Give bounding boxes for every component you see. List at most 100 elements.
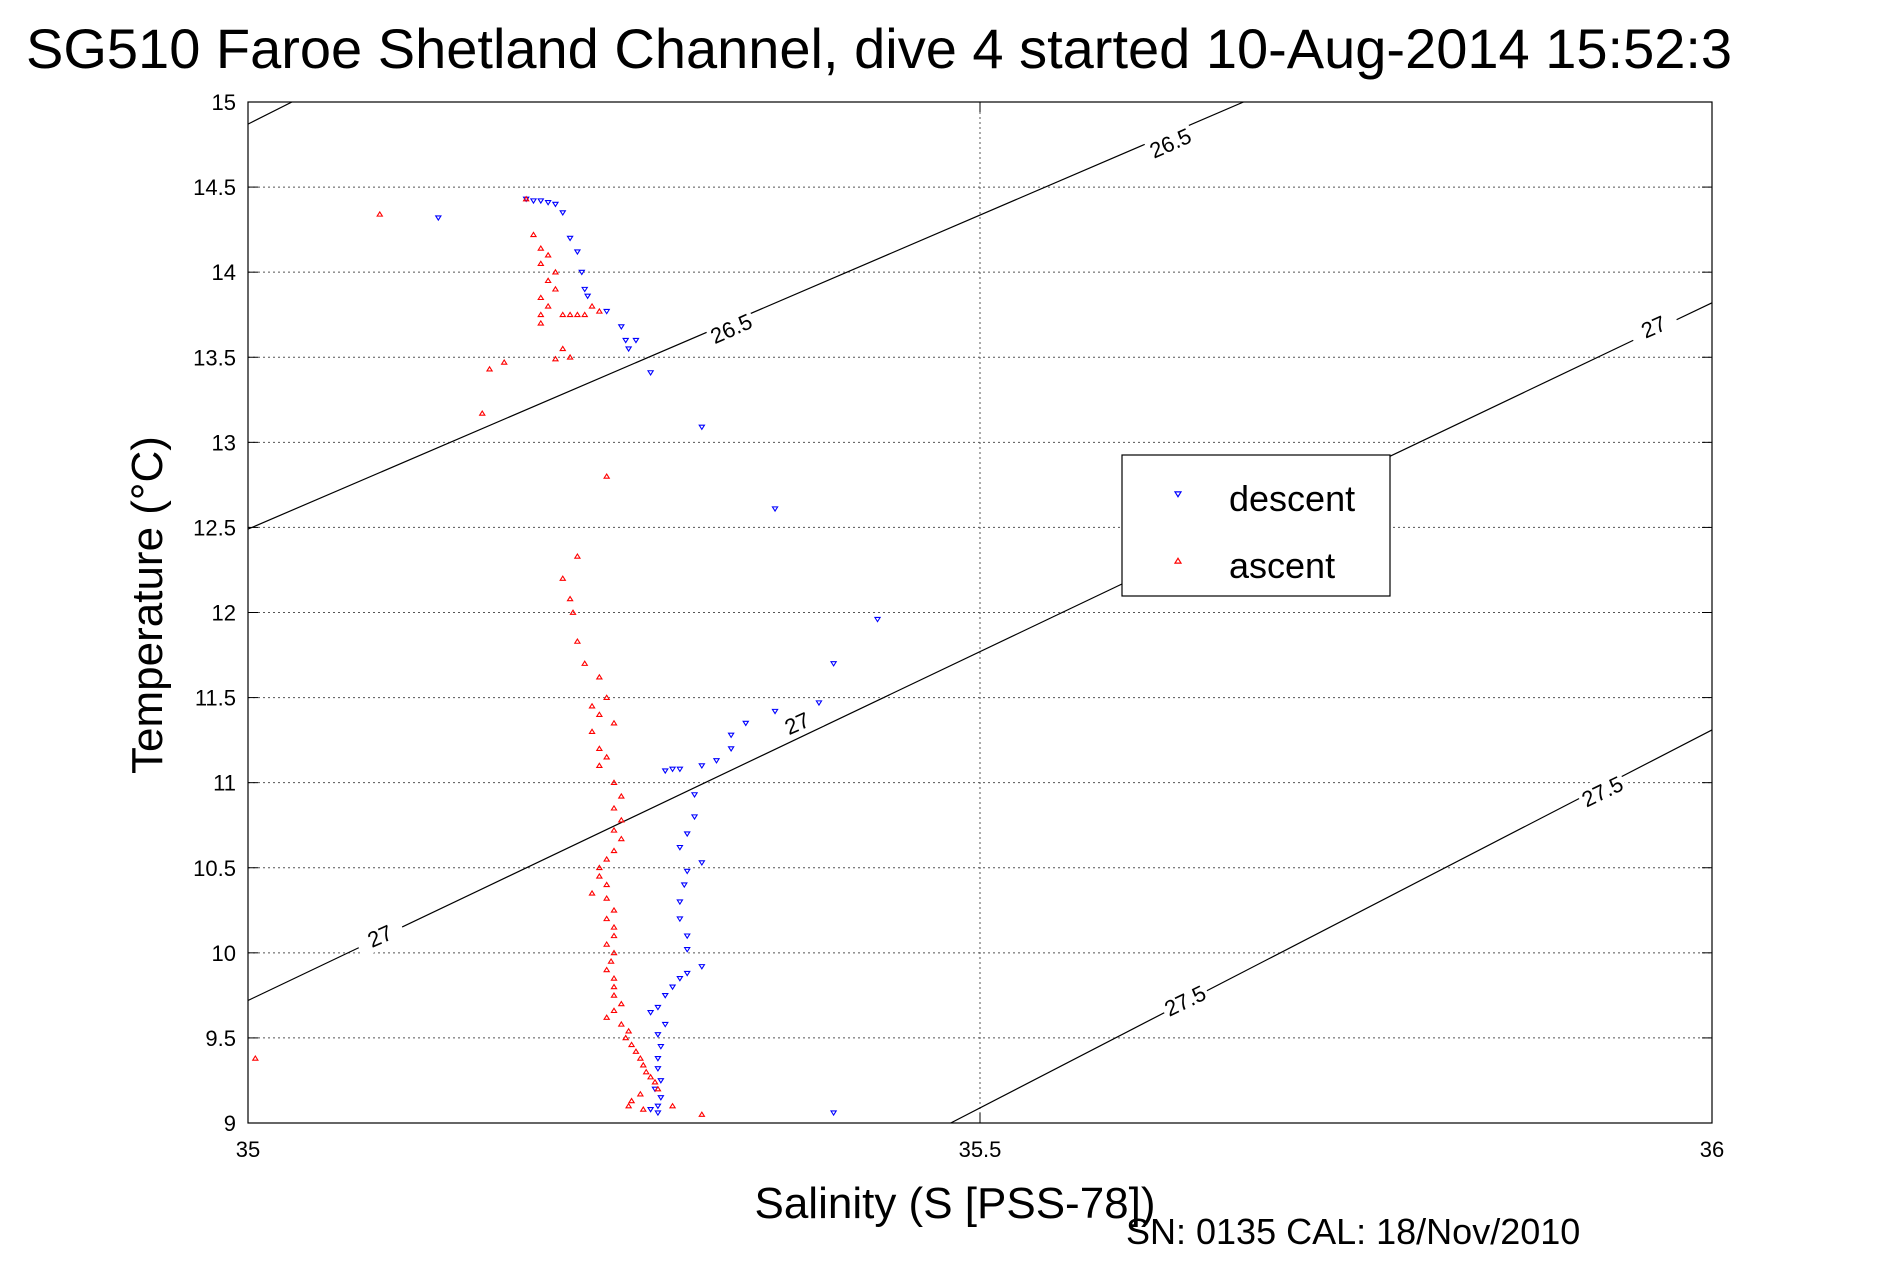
y-tick-label-6: 12: [212, 601, 236, 626]
descent-point-20: [873, 616, 882, 623]
ascent-point-69: [625, 1027, 633, 1034]
x-tick-label-0: 35: [236, 1137, 260, 1162]
contour-label-bg-0: [703, 306, 759, 350]
descent-point-55: [657, 1078, 665, 1084]
descent-point-17: [647, 370, 655, 376]
descent-point-41: [683, 933, 691, 940]
ascent-point-7: [544, 277, 552, 284]
serial-calibration-footer: SN: 0135 CAL: 18/Nov/2010: [1126, 1211, 1580, 1252]
data-points: [251, 195, 882, 1117]
contour-line-27-2: [248, 302, 1712, 1002]
ascent-point-26: [573, 552, 581, 559]
ascent-point-40: [595, 762, 603, 769]
ascent-point-55: [603, 915, 611, 922]
descent-point-16: [632, 337, 640, 344]
ascent-point-63: [610, 983, 618, 990]
descent-point-10: [581, 286, 589, 293]
y-tick-label-5: 11.5: [195, 686, 236, 711]
contour-label-bg-1: [1143, 121, 1198, 165]
descent-point-47: [661, 993, 669, 999]
ascent-point-21: [500, 358, 508, 365]
ascent-point-23: [566, 353, 574, 360]
descent-point-38: [680, 882, 688, 889]
ascent-point-46: [617, 835, 625, 842]
ascent-point-68: [617, 1020, 625, 1027]
descent-point-32: [690, 792, 699, 798]
legend-ascent-marker: [1173, 557, 1183, 564]
contour-label-bg-3: [769, 701, 825, 745]
ascent-point-44: [617, 816, 625, 823]
descent-point-60: [654, 1110, 662, 1117]
descent-point-25: [727, 732, 735, 739]
legend-descent-marker: [1173, 491, 1183, 498]
ascent-point-41: [610, 779, 618, 786]
ascent-point-82: [639, 1106, 647, 1112]
descent-point-23: [771, 708, 779, 715]
ascent-point-83: [668, 1102, 677, 1109]
ascent-point-72: [632, 1048, 640, 1054]
ascent-point-81: [625, 1102, 633, 1109]
ascent-point-8: [551, 285, 560, 292]
ascent-point-22: [485, 365, 494, 372]
ascent-point-24: [478, 410, 486, 416]
ascent-point-33: [603, 694, 611, 700]
ascent-point-53: [603, 895, 611, 901]
ascent-point-16: [581, 311, 589, 318]
descent-point-15: [625, 346, 633, 353]
descent-point-49: [647, 1010, 655, 1016]
ascent-point-60: [607, 957, 615, 964]
y-tick-label-9: 13.5: [193, 345, 236, 370]
y-tick-label-10: 14: [212, 260, 236, 285]
y-tick-label-12: 15: [212, 90, 236, 115]
descent-point-7: [566, 235, 574, 242]
ascent-point-48: [603, 855, 611, 862]
ascent-point-0: [376, 210, 384, 217]
descent-point-61: [830, 1110, 838, 1117]
ascent-point-57: [610, 932, 618, 939]
y-axis-label: Temperature (°C): [123, 436, 172, 774]
ascent-point-28: [566, 595, 574, 602]
y-tick-label-4: 11: [213, 771, 236, 796]
descent-point-3: [537, 198, 545, 205]
ascent-point-17: [588, 302, 596, 309]
descent-point-39: [676, 899, 684, 906]
descent-point-13: [617, 324, 625, 330]
y-tick-label-0: 9: [224, 1111, 236, 1136]
descent-point-31: [661, 768, 669, 775]
ascent-point-6: [551, 268, 560, 275]
descent-point-34: [683, 831, 691, 838]
descent-point-51: [654, 1032, 662, 1038]
contour-label-bg-2: [352, 914, 407, 958]
ascent-point-29: [569, 609, 577, 615]
ascent-point-13: [559, 311, 567, 318]
descent-point-59: [647, 1107, 655, 1113]
descent-point-2: [529, 198, 538, 205]
descent-point-29: [676, 766, 684, 773]
x-tick-label-1: 35.5: [959, 1137, 1002, 1162]
descent-point-11: [584, 293, 592, 300]
y-tick-label-1: 9.5: [205, 1026, 236, 1051]
ascent-point-54: [610, 906, 618, 913]
descent-point-28: [698, 763, 706, 770]
descent-point-42: [683, 947, 691, 953]
ascent-point-11: [537, 311, 545, 318]
descent-point-22: [815, 700, 823, 707]
ascent-point-10: [544, 302, 552, 309]
descent-point-43: [698, 964, 706, 970]
ascent-point-71: [627, 1041, 636, 1048]
descent-point-9: [578, 269, 586, 276]
descent-point-54: [654, 1066, 662, 1072]
descent-point-6: [559, 210, 567, 216]
ascent-point-37: [588, 728, 596, 734]
ascent-point-14: [566, 311, 574, 318]
ascent-point-77: [651, 1078, 659, 1085]
descent-point-8: [573, 249, 581, 256]
descent-point-27: [712, 758, 721, 764]
y-tick-label-3: 10.5: [193, 856, 236, 881]
contour-label-bg-5: [1157, 978, 1213, 1023]
ascent-point-79: [636, 1090, 644, 1097]
descent-point-48: [654, 1004, 662, 1011]
ascent-point-61: [603, 966, 611, 973]
x-tick-label-2: 36: [1700, 1137, 1724, 1162]
ascent-point-36: [610, 719, 618, 726]
